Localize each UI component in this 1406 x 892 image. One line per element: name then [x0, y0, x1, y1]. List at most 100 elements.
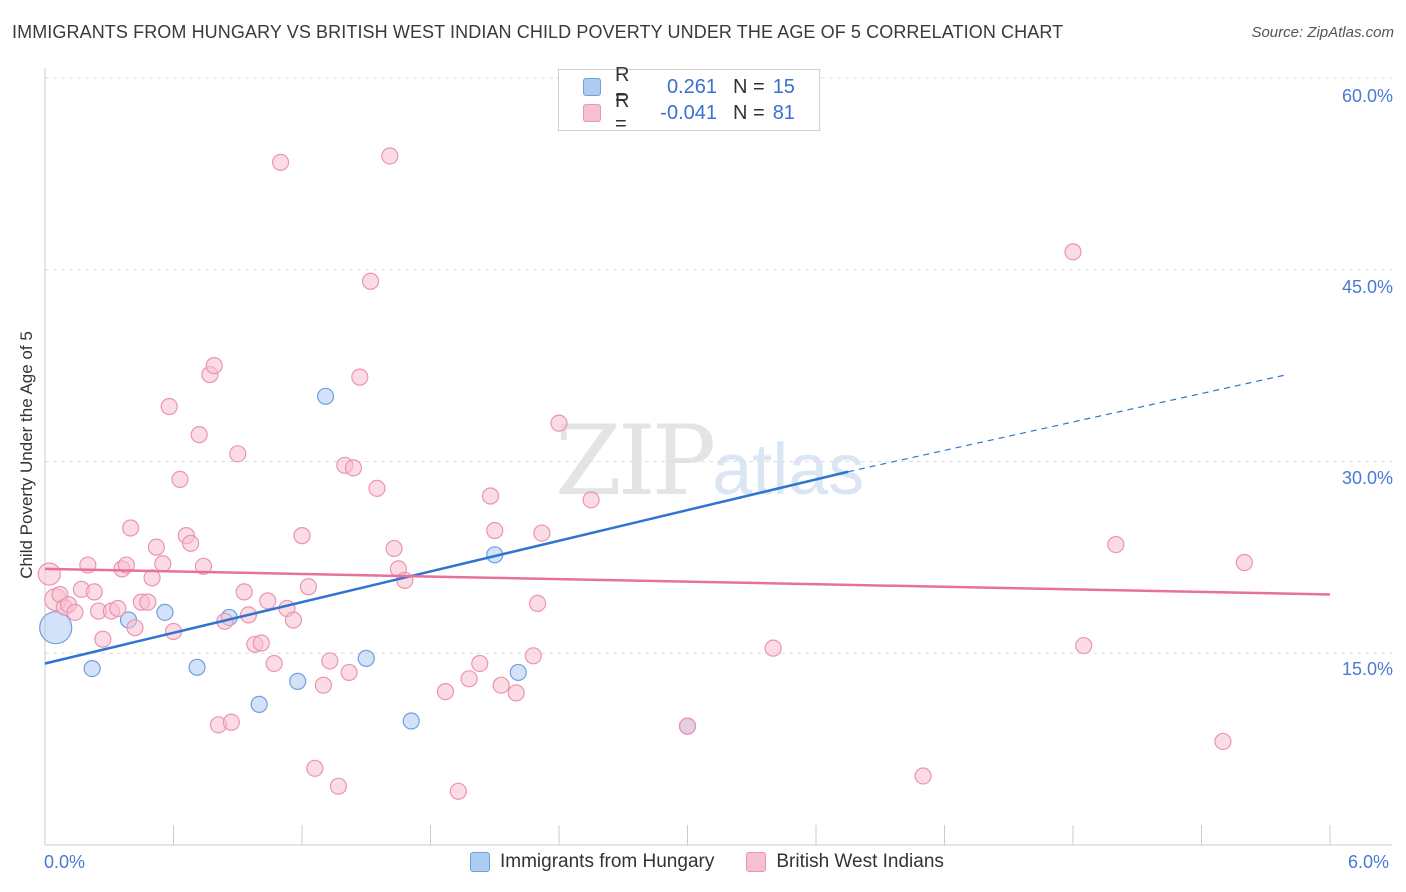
bwi-point-46	[306, 759, 324, 777]
bwi-point-65	[481, 487, 500, 505]
bwi-point-61	[449, 782, 467, 800]
bwi-point-18	[139, 593, 157, 611]
bwi-point-72	[582, 491, 600, 509]
bwi-point-27	[190, 426, 208, 444]
legend-label-bwi: British West Indians	[776, 851, 944, 872]
bwi-point-75	[914, 767, 932, 785]
bwi-point-21	[154, 555, 172, 573]
bwi-point-0	[37, 562, 61, 586]
bwi-point-15	[122, 519, 140, 537]
source-label: Source: ZipAtlas.com	[1251, 24, 1394, 41]
bwi-point-73	[678, 717, 697, 735]
hungary-point-8	[316, 387, 335, 405]
chart-title: IMMIGRANTS FROM HUNGARY VS BRITISH WEST …	[12, 22, 1064, 42]
legend-swatch-hungary	[470, 852, 490, 872]
bwi-point-52	[344, 459, 362, 477]
bwi-point-24	[171, 470, 189, 488]
legend-item-hungary[interactable]: Immigrants from Hungary	[470, 851, 714, 873]
bwi-point-47	[314, 676, 333, 694]
stats-row-bwi: R = -0.041 N = 81	[583, 90, 795, 135]
bwi-point-45	[299, 578, 318, 596]
bwi-point-76	[1064, 243, 1082, 261]
bwi-point-51	[340, 663, 358, 682]
bwi-point-22	[160, 397, 178, 416]
x-tick-label-0: 0.0%	[44, 852, 86, 872]
hungary-point-3	[156, 603, 174, 621]
bwi-point-78	[1107, 535, 1125, 554]
hungary-point-4	[188, 658, 206, 676]
hungary-point-10	[402, 712, 420, 730]
bwi-point-40	[265, 654, 283, 673]
bwi-point-44	[293, 527, 311, 545]
bwi-point-49	[329, 777, 348, 795]
bwi-point-30	[205, 357, 223, 375]
bwi-point-57	[385, 539, 403, 558]
bwi-point-39	[259, 592, 277, 610]
bwi-point-56	[381, 147, 399, 165]
y-tick-label-45: 45.0%	[1341, 277, 1393, 297]
bwi-point-35	[235, 583, 253, 601]
bwi-point-53	[351, 368, 369, 386]
bwi-point-64	[486, 521, 504, 540]
bwi-point-43	[284, 611, 303, 629]
bwi-point-80	[1235, 553, 1253, 572]
bwi-point-69	[528, 594, 547, 612]
bwi-point-68	[524, 647, 542, 665]
bwi-point-5	[66, 603, 84, 621]
bwi-point-10	[94, 630, 112, 648]
r-label: R =	[615, 90, 630, 135]
bwi-point-16	[126, 619, 144, 637]
bwi-point-62	[460, 670, 478, 688]
bwi-point-26	[182, 534, 200, 552]
bwi-n-value: 81	[772, 101, 795, 124]
watermark-atlas: atlas	[712, 430, 865, 510]
bwi-point-67	[507, 684, 525, 702]
bwi-point-12	[109, 599, 127, 618]
legend-swatch-bwi	[746, 852, 767, 872]
legend-label-hungary: Immigrants from Hungary	[500, 851, 715, 872]
bwi-point-60	[436, 682, 455, 701]
hungary-n-value: 15	[772, 75, 795, 98]
hungary-point-7	[289, 672, 307, 690]
y-tick-label-60: 60.0%	[1341, 86, 1393, 106]
bwi-point-41	[271, 153, 290, 171]
n-label: N =	[733, 101, 765, 124]
y-axis-title: Child Poverty Under the Age of 5	[17, 331, 36, 579]
bwi-point-63	[471, 654, 489, 673]
r-label: R =	[615, 64, 630, 109]
bwi-point-38	[252, 634, 270, 652]
bwi-point-14	[117, 556, 135, 574]
bwi-point-71	[550, 414, 568, 432]
hungary-trend-extension	[847, 373, 1288, 473]
bwi-point-8	[85, 583, 103, 601]
y-tick-label-15: 15.0%	[1341, 659, 1393, 679]
bwi-point-55	[368, 479, 386, 497]
series-legend: Immigrants from Hungary British West Ind…	[470, 851, 976, 873]
bwi-trend-line	[44, 567, 1331, 596]
bwi-point-20	[147, 538, 165, 556]
hungary-r-value: 0.261	[666, 75, 717, 98]
hungary-point-1	[83, 659, 101, 678]
bwi-swatch	[583, 104, 601, 122]
hungary-point-6	[250, 695, 268, 713]
bwi-point-77	[1075, 636, 1093, 655]
legend-item-bwi[interactable]: British West Indians	[746, 851, 944, 873]
y-tick-label-30: 30.0%	[1341, 468, 1393, 488]
bwi-point-66	[492, 676, 510, 694]
bwi-point-74	[764, 639, 782, 657]
hungary-point-9	[357, 649, 375, 667]
x-tick-label-6: 6.0%	[1348, 852, 1390, 872]
bwi-point-34	[229, 445, 247, 463]
n-label: N =	[733, 75, 765, 98]
bwi-point-79	[1214, 732, 1232, 751]
bwi-point-28	[194, 557, 213, 575]
stats-legend: R = 0.261 N = 15 R = -0.041 N = 81	[558, 64, 820, 135]
hungary-point-0	[39, 611, 73, 645]
bwi-point-33	[222, 713, 240, 731]
hungary-trend-line	[44, 470, 849, 665]
bwi-point-48	[321, 652, 339, 670]
bwi-point-70	[533, 524, 551, 542]
hungary-swatch	[583, 78, 601, 96]
hungary-point-12	[509, 663, 527, 682]
